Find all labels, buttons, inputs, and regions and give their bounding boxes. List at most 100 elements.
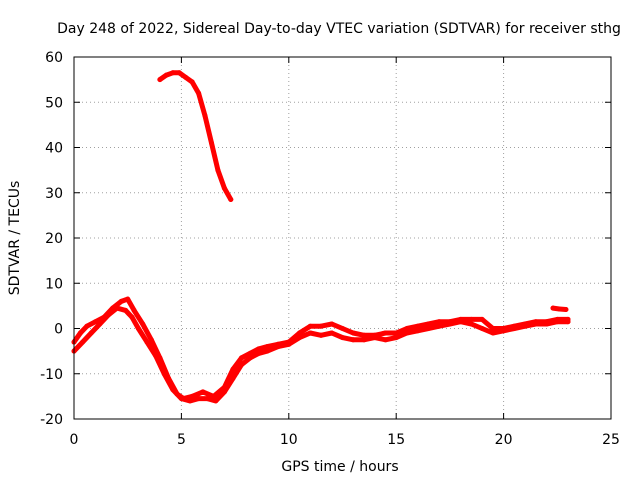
point-main-b-45 <box>501 328 507 334</box>
point-main-b-23 <box>264 348 270 354</box>
point-main-b-27 <box>307 330 313 336</box>
point-main-b-7 <box>129 314 135 320</box>
point-main-a-32 <box>361 332 367 338</box>
point-upper-arc-10 <box>221 185 227 191</box>
point-main-a-29 <box>329 321 335 327</box>
point-main-a-44 <box>490 326 496 331</box>
point-main-b-26 <box>297 335 302 341</box>
point-main-b-44 <box>490 330 496 336</box>
x-tick-label-5: 25 <box>602 432 620 448</box>
point-main-b-13 <box>178 396 184 402</box>
axis-ticks: 0 5 10 15 20 25 -20 -10 0 10 20 30 40 50 60 <box>40 50 620 448</box>
point-main-a-31 <box>350 330 356 336</box>
point-upper-arc-3 <box>176 70 182 76</box>
point-main-b-1 <box>80 339 86 345</box>
point-main-b-38 <box>425 326 431 331</box>
series-line-main-a <box>71 296 571 402</box>
point-main-b-16 <box>204 396 210 402</box>
x-tick-label-0: 0 <box>70 432 79 448</box>
x-tick-label-2: 10 <box>280 432 298 448</box>
point-main-b-39 <box>436 323 442 329</box>
point-main-a-7 <box>125 296 131 302</box>
point-main-b-2 <box>88 330 94 336</box>
point-main-a-38 <box>425 321 431 327</box>
point-main-b-31 <box>350 337 356 343</box>
point-main-a-23 <box>264 344 270 350</box>
point-main-a-27 <box>307 323 313 329</box>
point-main-b-8 <box>135 326 141 331</box>
point-main-b-4 <box>105 312 111 318</box>
point-main-b-22 <box>256 350 262 356</box>
point-main-b-33 <box>372 335 378 341</box>
point-main-b-48 <box>533 321 539 327</box>
point-main-a-2 <box>84 323 90 329</box>
x-tick-label-1: 5 <box>177 432 186 448</box>
point-upper-arc-7 <box>202 113 208 119</box>
point-main-a-37 <box>415 323 421 329</box>
y-tick-label-2: 0 <box>54 322 63 338</box>
point-main-a-28 <box>318 323 324 329</box>
y-tick-label-0: -20 <box>40 412 63 428</box>
point-upper-arc-4 <box>183 74 189 80</box>
point-main-b-34 <box>383 337 388 343</box>
point-main-b-28 <box>318 332 324 338</box>
point-main-b-5 <box>114 305 120 311</box>
point-main-a-10 <box>148 337 154 343</box>
point-main-b-9 <box>144 339 150 345</box>
y-tick-label-3: 10 <box>45 276 63 292</box>
x-tick-label-3: 15 <box>387 432 405 448</box>
point-main-a-34 <box>383 330 388 336</box>
point-main-a-35 <box>393 330 399 336</box>
point-main-a-26 <box>297 330 302 336</box>
point-upper-arc-0 <box>157 77 163 83</box>
point-main-a-3 <box>93 319 98 325</box>
point-main-b-43 <box>479 326 485 331</box>
point-main-b-3 <box>97 321 103 327</box>
y-tick-label-1: -10 <box>40 367 63 383</box>
point-main-b-30 <box>340 335 345 341</box>
point-main-b-46 <box>511 326 517 331</box>
point-main-b-14 <box>187 398 193 404</box>
point-late-segment-1 <box>556 306 562 312</box>
point-upper-arc-9 <box>215 167 221 173</box>
x-axis-label: GPS time / hours <box>281 459 398 475</box>
series-line-upper-arc <box>157 70 234 202</box>
point-main-b-21 <box>247 355 253 361</box>
point-main-a-42 <box>468 316 474 322</box>
point-main-a-1 <box>77 330 83 336</box>
point-main-b-50 <box>554 319 560 325</box>
point-main-a-8 <box>131 307 137 313</box>
point-main-b-10 <box>153 353 159 359</box>
point-main-b-35 <box>393 335 399 341</box>
y-tick-label-4: 20 <box>45 231 63 247</box>
y-tick-label-5: 30 <box>45 186 63 202</box>
point-main-a-19 <box>230 366 236 372</box>
point-late-segment-2 <box>563 307 569 312</box>
point-upper-arc-11 <box>228 197 234 202</box>
x-tick-label-4: 20 <box>495 432 513 448</box>
point-main-b-37 <box>415 328 421 334</box>
point-main-b-36 <box>404 330 410 336</box>
point-main-a-43 <box>479 316 485 322</box>
data-series <box>71 70 571 404</box>
point-main-b-17 <box>213 398 219 404</box>
point-main-a-9 <box>140 321 146 327</box>
point-main-b-49 <box>544 321 550 327</box>
point-main-b-29 <box>329 330 335 336</box>
point-upper-arc-5 <box>189 79 195 85</box>
y-tick-label-8: 60 <box>45 50 63 66</box>
point-upper-arc-8 <box>209 140 214 146</box>
point-main-a-20 <box>239 355 244 361</box>
y-tick-label-6: 40 <box>45 141 63 157</box>
point-main-b-42 <box>468 321 474 327</box>
point-main-b-19 <box>230 375 236 381</box>
point-upper-arc-1 <box>163 72 169 78</box>
point-main-b-32 <box>361 337 367 343</box>
point-main-a-30 <box>340 326 345 331</box>
point-main-b-51 <box>565 319 571 325</box>
point-main-b-40 <box>447 321 453 327</box>
point-main-a-22 <box>256 346 262 352</box>
chart-title: Day 248 of 2022, Sidereal Day-to-day VTE… <box>57 21 621 37</box>
point-upper-arc-6 <box>196 90 202 96</box>
